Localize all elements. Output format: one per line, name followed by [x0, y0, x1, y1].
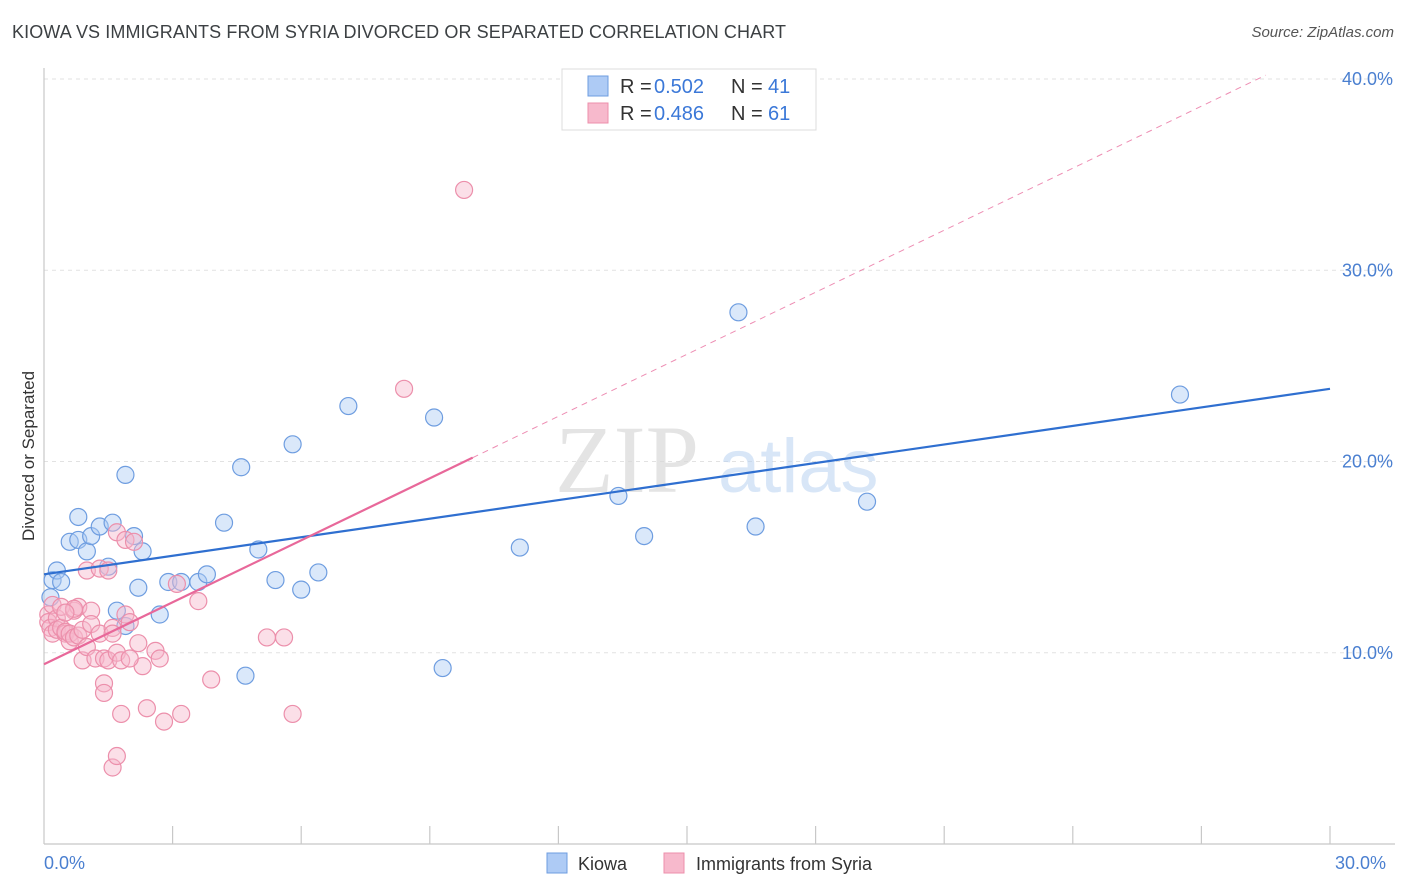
kiowa-point [116, 465, 135, 484]
legend-n-value-kiowa: 41 [768, 76, 790, 98]
syria-points [39, 180, 474, 777]
syria-point [150, 649, 169, 668]
syria-point [120, 649, 139, 668]
legend-r-value-syria: 0.486 [654, 103, 704, 125]
kiowa-point [433, 658, 452, 678]
syria-point [454, 180, 474, 200]
syria-point [257, 628, 277, 647]
trend-lines [43, 74, 1331, 666]
bottom-legend-swatch-kiowa [546, 852, 568, 874]
syria-point [124, 532, 144, 551]
bottom-legend-label-kiowa: Kiowa [578, 854, 628, 874]
syria-point [129, 634, 148, 653]
syria-point [172, 704, 191, 724]
syria-point [56, 603, 75, 622]
y-tick-label-20: 20.0% [1342, 452, 1393, 472]
syria-trend-line [43, 456, 474, 666]
legend-n-value-syria: 61 [768, 103, 790, 125]
kiowa-point [214, 513, 234, 532]
kiowa-point [283, 435, 302, 454]
kiowa-point [107, 601, 126, 620]
kiowa-point [746, 517, 765, 536]
syria-point [112, 704, 131, 724]
kiowa-trend-line [43, 387, 1331, 576]
syria-point [167, 574, 186, 594]
kiowa-point [197, 565, 216, 584]
syria-point [137, 699, 156, 718]
kiowa-point [729, 303, 748, 322]
kiowa-point [249, 540, 268, 559]
syria-point [94, 674, 114, 693]
syria-point [103, 758, 122, 777]
x-tick-label-min: 0.0% [44, 853, 85, 873]
y-tick-label-10: 10.0% [1342, 643, 1393, 663]
kiowa-point [510, 538, 529, 557]
syria-point [202, 670, 221, 689]
kiowa-point [266, 570, 285, 590]
kiowa-point [339, 396, 358, 416]
stats-legend: R = 0.502 N = 41 R = 0.486 N = 61 [561, 68, 817, 131]
legend-r-label-kiowa: R = [620, 76, 652, 98]
kiowa-point [236, 666, 255, 685]
x-axis-ticks [172, 826, 1331, 844]
source-label: Source: ZipAtlas.com [1251, 24, 1394, 41]
kiowa-point [635, 526, 654, 546]
chart-title: KIOWA VS IMMIGRANTS FROM SYRIA DIVORCED … [12, 22, 787, 42]
legend-n-label-kiowa: N = [731, 76, 763, 98]
syria-point [64, 599, 84, 618]
kiowa-point [1170, 385, 1190, 404]
y-tick-label-40: 40.0% [1342, 69, 1393, 89]
legend-n-label-syria: N = [731, 103, 763, 125]
kiowa-points [41, 303, 1190, 685]
bottom-legend-swatch-syria [663, 852, 685, 874]
kiowa-point [232, 458, 251, 477]
y-tick-label-30: 30.0% [1342, 260, 1393, 280]
kiowa-point [77, 542, 96, 561]
kiowa-point [292, 580, 311, 599]
legend-r-value-kiowa: 0.502 [654, 76, 704, 98]
x-tick-label-max: 30.0% [1335, 853, 1386, 873]
legend-swatch-kiowa [587, 75, 609, 97]
syria-point [107, 746, 126, 766]
series-legend: Kiowa Immigrants from Syria [546, 852, 873, 874]
kiowa-point [129, 578, 148, 597]
syria-point [283, 704, 302, 724]
kiowa-point [69, 507, 88, 527]
kiowa-point [52, 572, 71, 592]
syria-point [94, 683, 114, 703]
kiowa-point [857, 492, 877, 511]
legend-r-label-syria: R = [620, 103, 652, 125]
kiowa-point [103, 513, 122, 532]
kiowa-point [309, 563, 328, 582]
kiowa-point [124, 526, 144, 546]
y-tick-labels: 10.0% 20.0% 30.0% 40.0% [1342, 69, 1393, 663]
syria-trend-line-extended [472, 74, 1266, 459]
bottom-legend-label-syria: Immigrants from Syria [696, 854, 873, 874]
y-axis-label: Divorced or Separated [19, 371, 38, 541]
syria-point [154, 712, 174, 731]
syria-point [189, 592, 208, 611]
legend-swatch-syria [587, 102, 609, 124]
syria-point [274, 628, 294, 647]
syria-point [394, 379, 414, 398]
kiowa-point [424, 408, 444, 427]
